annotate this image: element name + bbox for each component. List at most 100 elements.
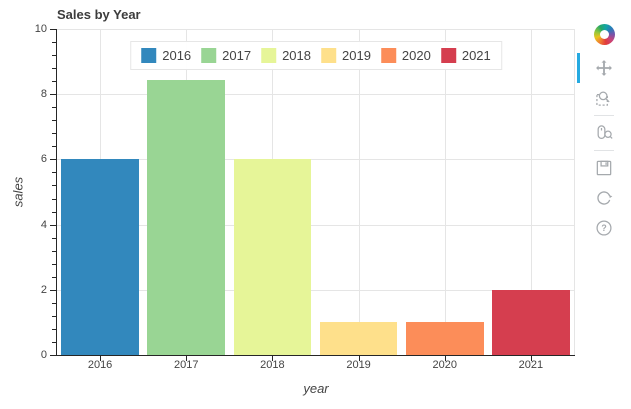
bokeh-logo-icon[interactable] — [593, 24, 615, 45]
pan-move-icon — [596, 60, 612, 76]
y-axis-minor-tick — [52, 328, 56, 330]
x-axis-tick-label: 2019 — [346, 359, 371, 371]
legend-entry: 2017 — [201, 48, 251, 63]
gridline-horizontal — [57, 224, 574, 226]
bokeh-logo-hole — [599, 30, 609, 39]
x-axis-label: year — [303, 381, 329, 396]
bar-2021 — [492, 289, 570, 355]
y-axis-minor-tick — [52, 237, 56, 239]
bar-2020 — [405, 322, 484, 355]
legend-label: 2018 — [282, 48, 311, 63]
y-axis-minor-tick — [52, 42, 56, 44]
y-axis-minor-tick — [52, 120, 56, 122]
y-axis-minor-tick — [52, 302, 56, 304]
y-axis-major-tick — [50, 94, 56, 96]
help-tool-button[interactable]: ? — [577, 214, 631, 242]
plot-title: Sales by Year — [57, 7, 141, 22]
gridline-horizontal — [57, 159, 574, 161]
box-zoom-icon — [596, 91, 610, 106]
help-question-icon: ? — [596, 220, 612, 236]
y-axis-minor-tick — [52, 250, 56, 252]
y-axis-major-tick — [50, 159, 56, 161]
gridline-vertical — [530, 29, 532, 355]
toolbar-separator — [594, 115, 614, 116]
y-axis-minor-tick — [52, 55, 56, 57]
legend-swatch — [321, 48, 336, 63]
y-axis-minor-tick — [52, 263, 56, 265]
y-axis-tick-label: 0 — [40, 349, 47, 361]
y-axis-tick-label: 2 — [40, 283, 47, 296]
y-axis-major-tick — [50, 224, 56, 226]
y-axis-major-tick — [50, 355, 56, 356]
x-axis-tick-label: 2018 — [260, 359, 285, 371]
plot-canvas[interactable] — [57, 29, 575, 355]
svg-text:?: ? — [601, 223, 606, 233]
box-zoom-tool-button[interactable] — [577, 84, 631, 112]
save-tool-button[interactable] — [577, 154, 631, 182]
x-axis-tick-label: 2016 — [87, 359, 113, 371]
legend-label: 2016 — [162, 48, 192, 63]
x-axis-major-tick — [358, 355, 360, 361]
x-axis-major-tick — [530, 355, 532, 361]
legend-swatch — [141, 48, 157, 63]
legend-swatch — [201, 48, 217, 63]
bar-2017 — [147, 79, 226, 355]
gridline-horizontal — [57, 289, 574, 291]
y-axis-minor-tick — [52, 185, 56, 187]
y-axis-minor-tick — [52, 107, 56, 109]
wheel-zoom-tool-button[interactable] — [577, 119, 631, 147]
y-axis-tick-label: 4 — [40, 218, 47, 231]
x-axis-line — [56, 355, 575, 356]
x-axis-major-tick — [186, 355, 188, 361]
y-axis-minor-tick — [52, 172, 56, 174]
x-axis-major-tick — [272, 355, 274, 361]
toolbar: ? — [577, 24, 631, 243]
bar-2019 — [319, 322, 398, 355]
legend-entry: 2019 — [321, 48, 371, 63]
y-axis-major-tick — [50, 29, 56, 30]
y-axis-minor-tick — [52, 198, 56, 200]
legend-swatch — [261, 48, 277, 63]
legend-entry: 2016 — [141, 48, 191, 63]
legend-entry: 2021 — [440, 48, 491, 63]
legend: 2016 2017 2018 2019 2020 2021 — [130, 41, 502, 70]
gridline-vertical — [358, 29, 360, 355]
gridline-horizontal — [57, 94, 574, 96]
x-axis-tick-label: 2021 — [518, 359, 544, 371]
y-axis-line — [56, 29, 57, 356]
x-axis-tick-label: 2020 — [432, 359, 457, 371]
y-axis-tick-label: 8 — [40, 88, 47, 101]
legend-label: 2021 — [461, 48, 491, 63]
bar-2016 — [61, 159, 139, 355]
y-axis-minor-tick — [52, 211, 56, 213]
y-axis-tick-label: 10 — [34, 23, 47, 35]
reset-tool-button[interactable] — [577, 184, 631, 212]
legend-swatch — [440, 48, 456, 63]
y-axis-major-tick — [50, 289, 56, 291]
bar-2018 — [233, 159, 312, 355]
y-axis-minor-tick — [52, 81, 56, 83]
y-axis-minor-tick — [52, 276, 56, 278]
y-axis-minor-tick — [52, 146, 56, 148]
legend-swatch — [380, 48, 396, 63]
y-axis-tick-label: 6 — [40, 153, 47, 166]
toolbar-separator — [594, 150, 614, 151]
legend-label: 2017 — [222, 48, 252, 63]
gridline-horizontal — [57, 29, 574, 30]
x-axis-tick-label: 2017 — [174, 359, 199, 371]
y-axis-minor-tick — [52, 341, 56, 343]
y-axis-minor-tick — [52, 68, 56, 70]
save-floppy-icon — [596, 160, 612, 176]
y-axis-minor-tick — [52, 133, 56, 135]
pan-tool-button[interactable] — [577, 53, 631, 83]
x-axis-major-tick — [100, 355, 102, 361]
reset-refresh-icon — [597, 191, 613, 205]
y-axis-label: sales — [10, 176, 26, 208]
x-axis-major-tick — [444, 355, 446, 361]
legend-label: 2019 — [342, 48, 371, 63]
legend-entry: 2020 — [380, 48, 431, 63]
legend-label: 2020 — [401, 48, 431, 63]
legend-entry: 2018 — [261, 48, 311, 63]
gridline-vertical — [444, 29, 446, 355]
